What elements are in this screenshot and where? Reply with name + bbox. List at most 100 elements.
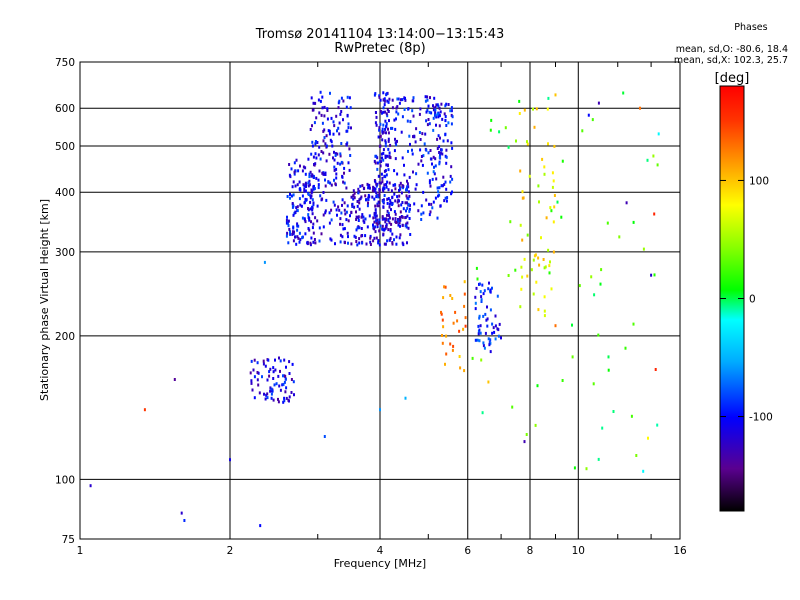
data-point xyxy=(364,234,367,238)
data-point xyxy=(398,194,401,198)
data-point xyxy=(386,180,389,184)
data-point xyxy=(434,157,437,161)
data-point xyxy=(630,414,633,418)
data-point xyxy=(358,226,361,230)
data-points xyxy=(89,90,660,528)
data-point xyxy=(478,339,481,343)
data-point xyxy=(549,260,551,264)
data-point xyxy=(474,338,477,342)
data-point xyxy=(337,101,340,105)
data-point xyxy=(459,366,462,370)
data-point xyxy=(318,169,321,173)
colorbar-tick-label: 100 xyxy=(749,175,769,187)
data-point xyxy=(430,157,433,161)
data-point xyxy=(366,225,369,229)
data-point xyxy=(413,134,416,138)
data-point xyxy=(478,328,481,332)
data-point xyxy=(316,204,319,208)
data-point xyxy=(398,236,401,240)
data-point xyxy=(373,159,376,163)
data-point xyxy=(303,201,306,205)
data-point xyxy=(489,308,492,312)
data-point xyxy=(428,202,430,206)
data-point xyxy=(446,196,449,200)
data-point xyxy=(406,185,409,189)
data-point xyxy=(407,107,410,111)
data-point xyxy=(407,226,410,230)
data-point xyxy=(378,194,380,197)
data-point xyxy=(375,236,378,240)
data-point xyxy=(541,157,544,161)
data-point xyxy=(388,214,390,218)
data-point xyxy=(401,215,404,219)
data-point xyxy=(436,103,439,107)
data-point xyxy=(292,213,295,217)
data-point xyxy=(379,122,382,126)
data-point xyxy=(444,180,447,184)
data-point xyxy=(333,165,336,169)
data-point xyxy=(283,374,286,378)
data-point xyxy=(309,194,312,198)
data-point xyxy=(369,243,372,246)
data-point xyxy=(397,112,400,116)
data-point xyxy=(437,190,440,194)
data-point xyxy=(405,225,408,229)
data-point xyxy=(285,396,288,400)
data-point xyxy=(373,211,376,215)
data-point xyxy=(449,174,452,178)
data-point xyxy=(429,96,431,100)
data-point xyxy=(496,294,499,298)
y-tick-label: 100 xyxy=(55,474,75,486)
data-point xyxy=(388,205,391,209)
data-point xyxy=(372,223,374,227)
data-point xyxy=(401,115,404,119)
data-point xyxy=(322,191,325,194)
data-point xyxy=(385,223,388,227)
data-point xyxy=(381,215,384,219)
data-point xyxy=(656,423,659,427)
data-point xyxy=(412,135,414,139)
data-point xyxy=(382,91,385,95)
data-point xyxy=(441,318,444,322)
data-point xyxy=(334,182,337,186)
data-point xyxy=(430,202,433,206)
data-point xyxy=(288,395,291,399)
data-point xyxy=(377,239,380,243)
data-point xyxy=(438,186,441,190)
data-point xyxy=(340,96,343,100)
data-point xyxy=(382,233,385,237)
data-point xyxy=(346,95,349,99)
data-point xyxy=(404,201,407,205)
data-point xyxy=(451,177,454,181)
data-point xyxy=(311,208,314,212)
data-point xyxy=(385,218,388,222)
data-point xyxy=(366,182,369,186)
data-point xyxy=(398,101,401,105)
data-point xyxy=(351,202,354,206)
data-point xyxy=(509,220,512,224)
data-point xyxy=(376,225,379,229)
data-point xyxy=(394,217,397,221)
data-point xyxy=(310,152,313,156)
data-point xyxy=(304,181,307,185)
data-point xyxy=(561,379,564,382)
data-point xyxy=(396,105,399,109)
data-point xyxy=(386,154,389,158)
data-point xyxy=(387,131,390,135)
data-point xyxy=(342,99,345,103)
data-point xyxy=(553,205,556,209)
data-point xyxy=(438,162,441,166)
data-point xyxy=(521,238,524,242)
data-point xyxy=(345,186,348,190)
data-point xyxy=(307,184,310,188)
data-point xyxy=(320,113,323,117)
data-point xyxy=(432,116,435,120)
y-tick-label: 600 xyxy=(55,103,75,115)
data-point xyxy=(445,155,448,159)
data-point xyxy=(379,98,382,102)
data-point xyxy=(479,290,482,294)
data-point xyxy=(396,195,399,199)
data-point xyxy=(429,149,432,152)
data-point xyxy=(340,142,343,145)
data-point xyxy=(333,168,336,172)
